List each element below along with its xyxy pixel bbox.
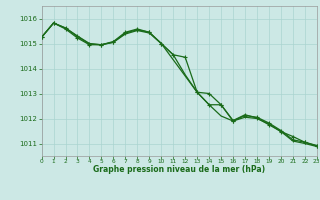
X-axis label: Graphe pression niveau de la mer (hPa): Graphe pression niveau de la mer (hPa) [93,165,265,174]
